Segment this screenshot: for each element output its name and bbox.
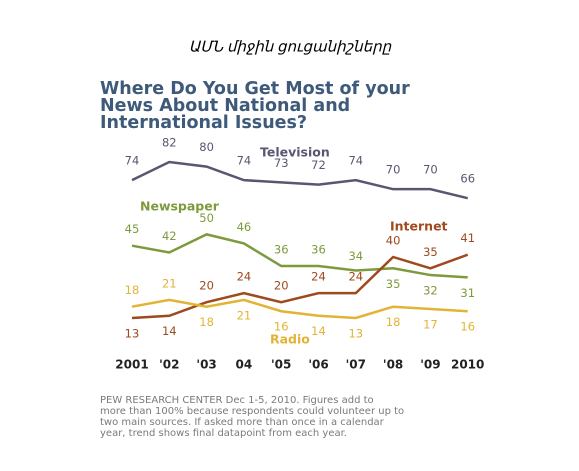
data-label: 74 — [125, 154, 140, 168]
data-label: 13 — [125, 327, 140, 341]
data-label: 18 — [199, 315, 214, 329]
data-label: 14 — [162, 324, 177, 338]
x-tick-label: '02 — [159, 358, 179, 372]
data-label: 31 — [460, 286, 475, 300]
data-label: 70 — [386, 163, 401, 177]
data-label: 21 — [237, 308, 252, 322]
data-label: 16 — [274, 320, 289, 334]
data-label: 82 — [162, 136, 177, 150]
data-label: 32 — [423, 284, 438, 298]
data-label: 41 — [460, 231, 475, 245]
data-label: 66 — [460, 172, 475, 186]
footnote: PEW RESEARCH CENTER Dec 1-5, 2010. Figur… — [100, 395, 374, 406]
data-label: 46 — [237, 220, 252, 234]
data-label: 13 — [348, 327, 363, 341]
x-tick-label: '03 — [196, 358, 216, 372]
series-line — [131, 253, 469, 320]
data-label: 80 — [199, 140, 214, 154]
data-label: 34 — [348, 249, 363, 263]
x-tick-label: 2010 — [451, 358, 484, 372]
data-label: 73 — [274, 156, 289, 170]
data-label: 14 — [311, 324, 326, 338]
x-tick-label: '06 — [308, 358, 328, 372]
data-label: 45 — [125, 222, 140, 236]
x-tick-label: 2001 — [115, 358, 148, 372]
footnote: more than 100% because respondents could… — [100, 406, 404, 417]
data-label: 24 — [237, 270, 252, 284]
data-label: 36 — [274, 243, 289, 257]
series-name: Radio — [270, 332, 310, 347]
data-label: 74 — [237, 154, 252, 168]
data-label: 24 — [311, 270, 326, 284]
series-name: Internet — [390, 219, 448, 234]
data-label: 21 — [162, 276, 177, 290]
x-tick-label: 04 — [236, 358, 253, 372]
x-tick-label: '09 — [420, 358, 440, 372]
chart-title: Where Do You Get Most of your — [100, 79, 410, 99]
data-label: 74 — [348, 154, 363, 168]
x-tick-label: '05 — [271, 358, 291, 372]
data-label: 17 — [423, 317, 438, 331]
data-label: 40 — [386, 233, 401, 247]
data-label: 18 — [386, 315, 401, 329]
footnote: year, trend shows final datapoint from e… — [100, 428, 347, 439]
series-name: Television — [260, 145, 330, 160]
data-label: 42 — [162, 229, 177, 243]
data-label: 35 — [423, 245, 438, 259]
data-label: 20 — [274, 279, 289, 293]
data-label: 35 — [386, 277, 401, 291]
data-label: 36 — [311, 243, 326, 257]
data-label: 50 — [199, 211, 214, 225]
footnote: two main sources. If asked more than onc… — [100, 417, 385, 428]
data-label: 24 — [348, 270, 363, 284]
x-tick-label: '07 — [346, 358, 366, 372]
x-tick-label: '08 — [383, 358, 403, 372]
data-label: 16 — [460, 320, 475, 334]
series-line — [131, 233, 468, 279]
data-label: 18 — [125, 283, 140, 297]
data-label: 20 — [199, 279, 214, 293]
series-line — [131, 298, 468, 320]
data-label: 72 — [311, 158, 326, 172]
chart-title: News About National and — [100, 96, 350, 116]
series-name: Newspaper — [140, 199, 220, 214]
chart-title: International Issues? — [100, 113, 307, 133]
data-label: 70 — [423, 163, 438, 177]
series-line — [131, 160, 468, 200]
caption: ԱՄՆ միջին ցուցանիշները — [189, 39, 392, 55]
